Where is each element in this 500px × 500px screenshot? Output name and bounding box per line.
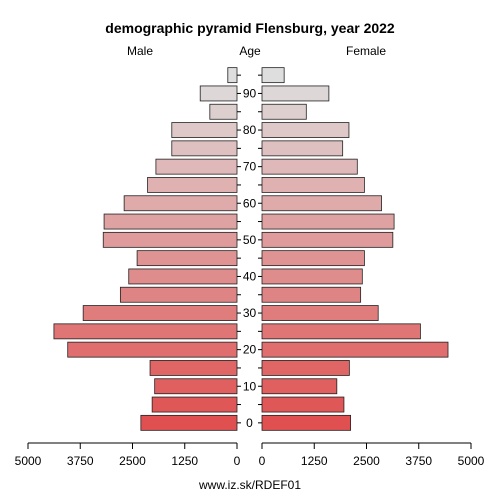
x-tick-label-male: 1250 — [171, 454, 198, 468]
male-bars — [53, 67, 238, 431]
male-bar-15-19 — [149, 360, 238, 376]
age-ticks: 0 10 20 30 40 50 60 70 80 90 — [237, 74, 262, 430]
x-tick-label-male: 5000 — [15, 454, 42, 468]
male-bar-90+ — [199, 85, 238, 102]
age-tick-label: 40 — [243, 269, 257, 283]
female-bar-20-24 — [261, 341, 449, 358]
female-bars — [261, 67, 449, 431]
female-bar-70-74 — [261, 158, 358, 175]
male-bar-35-39 — [119, 286, 238, 303]
chart-title: demographic pyramid Flensburg, year 2022 — [105, 20, 395, 36]
x-tick-label-male: 0 — [234, 454, 241, 468]
age-tick-label: 50 — [243, 233, 257, 247]
x-tick-label-male: 2500 — [119, 454, 146, 468]
male-bar-40-44 — [128, 268, 238, 285]
female-bar-25-29 — [261, 323, 421, 340]
x-tick-label-female: 3750 — [405, 454, 432, 468]
x-tick-label-female: 5000 — [458, 454, 485, 468]
x-tick-label-female: 1250 — [301, 454, 328, 468]
age-tick-label: 20 — [243, 343, 257, 357]
female-bar-55-59 — [261, 213, 395, 230]
male-bar-80-84 — [171, 122, 238, 138]
x-tick-label-male: 3750 — [67, 454, 94, 468]
female-bar-45-49 — [261, 250, 365, 267]
female-label: Female — [346, 44, 386, 58]
female-bar-40-44 — [261, 268, 363, 285]
male-bar-55-59 — [103, 213, 238, 230]
age-tick-label: 70 — [243, 160, 257, 174]
female-bar-65-69 — [261, 177, 365, 193]
male-label: Male — [127, 44, 153, 58]
male-bar-65-69 — [147, 177, 238, 193]
age-tick-label: 0 — [246, 416, 253, 430]
female-bar-5-9 — [261, 396, 345, 413]
female-bar-0-4 — [261, 414, 352, 431]
female-bar-85-89 — [261, 103, 307, 120]
age-tick-label: 60 — [243, 196, 257, 210]
female-bar-90+ — [261, 85, 330, 102]
male-bar-25-29 — [53, 323, 238, 340]
male-bar-30-34 — [82, 305, 238, 321]
female-bar-60-64 — [261, 195, 382, 212]
male-bar-45-49 — [136, 250, 238, 267]
x-tick-label-female: 0 — [259, 454, 266, 468]
male-bar-50-54 — [102, 231, 238, 248]
male-bar-undefined — [227, 67, 238, 84]
age-tick-label: 80 — [243, 123, 257, 137]
male-bar-85-89 — [209, 103, 238, 120]
female-bar-undefined — [261, 67, 285, 84]
female-bar-30-34 — [261, 305, 379, 321]
x-tick-label-female: 2500 — [353, 454, 380, 468]
age-tick-label: 30 — [243, 306, 257, 320]
male-bar-20-24 — [67, 341, 238, 358]
male-bar-10-14 — [154, 378, 238, 395]
age-label: Age — [239, 44, 261, 58]
female-bar-15-19 — [261, 360, 350, 376]
female-bar-10-14 — [261, 378, 338, 395]
female-bar-50-54 — [261, 231, 394, 248]
female-bar-35-39 — [261, 286, 362, 303]
source-footer: www.iz.sk/RDEF01 — [198, 478, 301, 492]
male-bar-0-4 — [140, 414, 238, 431]
male-bar-60-64 — [123, 195, 238, 212]
male-bar-5-9 — [151, 396, 238, 413]
age-tick-label: 10 — [243, 379, 257, 393]
x-axis-female: 0 1250 2500 3750 5000 — [259, 442, 485, 468]
male-bar-70-74 — [155, 158, 238, 175]
female-bar-75-79 — [261, 140, 344, 157]
female-bar-80-84 — [261, 122, 350, 138]
male-bar-75-79 — [171, 140, 238, 157]
age-tick-label: 90 — [243, 86, 257, 100]
x-axis-male: 5000 3750 2500 1250 0 — [15, 442, 241, 468]
